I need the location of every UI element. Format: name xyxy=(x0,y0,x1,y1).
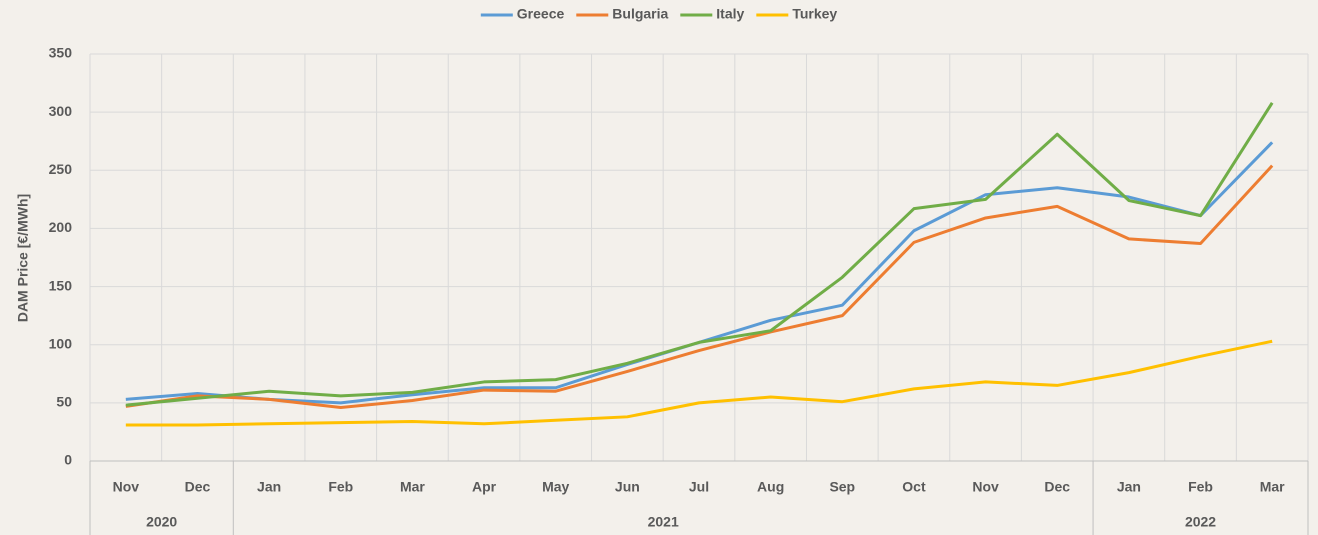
x-tick-label: Sep xyxy=(829,479,855,495)
series-line xyxy=(125,164,1274,410)
y-axis-title: DAM Price [€/MWh] xyxy=(15,194,31,322)
x-tick-label: Jul xyxy=(689,479,709,495)
legend-label: Greece xyxy=(517,6,565,22)
x-tick-label: Dec xyxy=(185,479,211,495)
x-tick-label: Feb xyxy=(328,479,353,495)
x-tick-label: Dec xyxy=(1044,479,1070,495)
x-tick-label: Apr xyxy=(472,479,497,495)
x-tick-label: Aug xyxy=(757,479,784,495)
x-tick-label: May xyxy=(542,479,569,495)
x-tick-label: Feb xyxy=(1188,479,1213,495)
y-tick-label: 50 xyxy=(56,394,72,410)
y-tick-label: 300 xyxy=(49,103,73,119)
x-tick-label: Nov xyxy=(113,479,140,495)
series-line xyxy=(125,102,1274,407)
legend-label: Italy xyxy=(716,6,744,22)
x-tick-label: Oct xyxy=(902,479,926,495)
year-label: 2020 xyxy=(146,514,177,530)
series-line xyxy=(125,339,1273,427)
y-tick-label: 100 xyxy=(49,335,73,351)
legend-label: Turkey xyxy=(792,6,837,22)
x-tick-label: Jan xyxy=(257,479,281,495)
x-tick-label: Mar xyxy=(400,479,425,495)
x-tick-label: Jun xyxy=(615,479,640,495)
x-tick-label: Jan xyxy=(1117,479,1141,495)
x-tick-label: Mar xyxy=(1260,479,1285,495)
legend-label: Bulgaria xyxy=(612,6,668,22)
y-tick-label: 250 xyxy=(49,161,73,177)
y-tick-label: 150 xyxy=(49,277,73,293)
year-label: 2021 xyxy=(648,514,679,530)
x-tick-label: Nov xyxy=(972,479,999,495)
y-tick-label: 0 xyxy=(64,452,72,468)
y-tick-label: 200 xyxy=(49,219,73,235)
year-label: 2022 xyxy=(1185,514,1216,530)
y-tick-label: 350 xyxy=(49,45,73,61)
